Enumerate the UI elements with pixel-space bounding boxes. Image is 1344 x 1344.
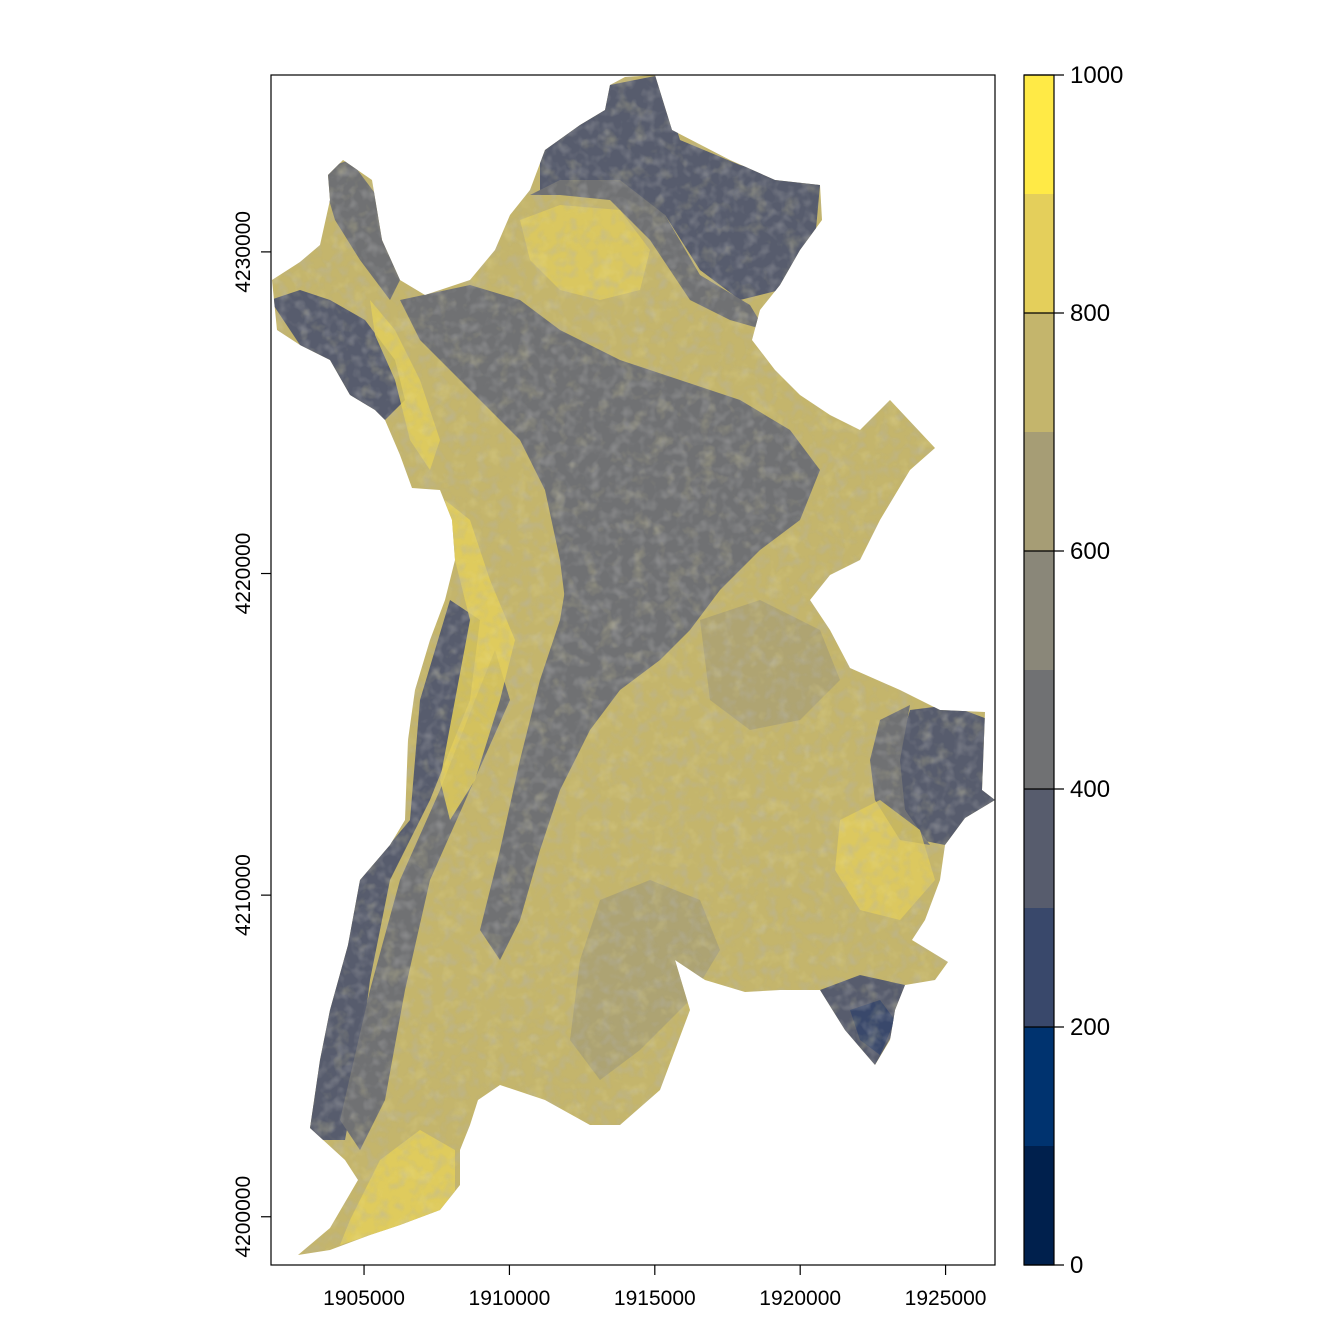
x-tick-label: 1925000 — [905, 1287, 987, 1310]
legend-ticks: 0 200 400 600 800 1000 — [1024, 62, 1123, 1279]
color-legend: 0 200 400 600 800 1000 — [1023, 62, 1123, 1279]
legend-band — [1024, 1027, 1054, 1146]
x-axis: 1905000 1910000 1915000 1920000 1925000 — [323, 1265, 986, 1310]
raster-region — [272, 75, 995, 1255]
legend-tick-label: 400 — [1070, 776, 1110, 803]
legend-band — [1024, 1146, 1054, 1265]
legend-band — [1024, 432, 1054, 551]
y-tick-label: 4220000 — [232, 533, 255, 615]
legend-band — [1024, 789, 1054, 908]
y-axis: 4200000 4210000 4220000 4230000 — [232, 211, 271, 1258]
y-tick-label: 4230000 — [232, 211, 255, 293]
x-tick-label: 1920000 — [759, 1287, 841, 1310]
y-tick-label: 4210000 — [232, 854, 255, 936]
legend-band — [1024, 670, 1054, 789]
legend-tick-label: 0 — [1070, 1252, 1083, 1279]
legend-band — [1024, 75, 1054, 194]
legend-tick-label: 200 — [1070, 1014, 1110, 1041]
legend-band — [1024, 313, 1054, 432]
legend-band — [1024, 194, 1054, 313]
legend-tick-label: 800 — [1070, 300, 1110, 327]
y-tick-label: 4200000 — [232, 1176, 255, 1258]
x-tick-label: 1910000 — [469, 1287, 551, 1310]
legend-tick-label: 1000 — [1070, 62, 1123, 89]
legend-band — [1024, 551, 1054, 670]
plot-frame — [270, 74, 996, 1266]
legend-band — [1024, 908, 1054, 1027]
legend-tick-label: 600 — [1070, 538, 1110, 565]
x-tick-label: 1905000 — [323, 1287, 405, 1310]
legend-color-bar — [1024, 75, 1054, 1265]
x-tick-label: 1915000 — [614, 1287, 696, 1310]
